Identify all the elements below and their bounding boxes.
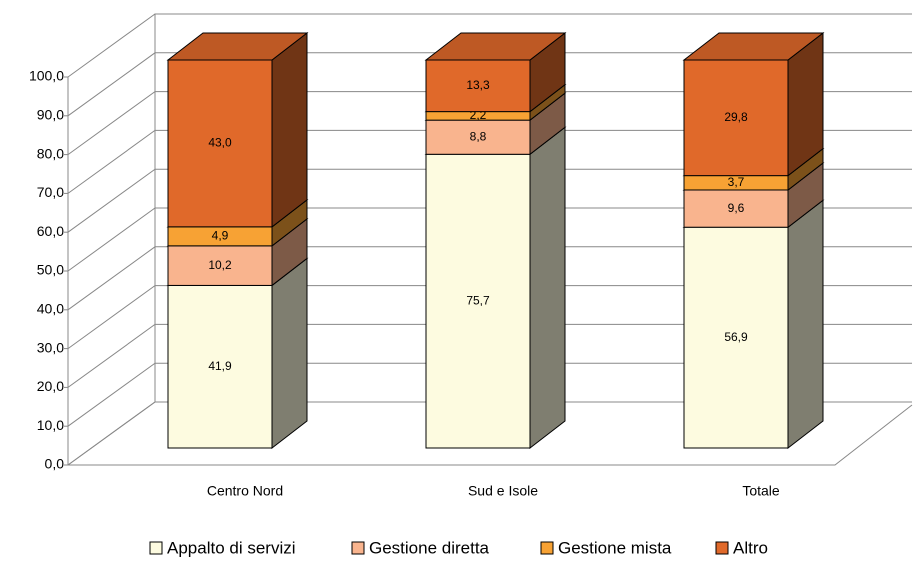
legend-label: Gestione diretta: [369, 538, 490, 557]
legend-label: Appalto di servizi: [167, 538, 296, 557]
data-label: 56,9: [724, 330, 748, 344]
bar: [683, 226, 789, 449]
y-tick-label: 10,0: [37, 417, 64, 433]
legend-label: Altro: [733, 538, 768, 557]
grid-line: [67, 168, 912, 233]
bar-side: [271, 257, 308, 450]
legend-swatch: [540, 541, 554, 555]
y-tick-label: 80,0: [37, 145, 64, 161]
y-tick-label: 90,0: [37, 107, 64, 123]
grid-line: [67, 129, 912, 194]
bar: [683, 59, 789, 177]
grid-line: [67, 323, 912, 388]
y-tick-label: 70,0: [37, 184, 64, 200]
grid-line: [67, 207, 912, 272]
grid-line: [67, 362, 912, 427]
data-label: 13,3: [466, 78, 490, 92]
bar: [167, 245, 273, 286]
grid-line: [67, 52, 912, 117]
data-label: 41,9: [208, 359, 232, 373]
x-tick-label: Centro Nord: [207, 483, 283, 499]
grid-line: [67, 401, 912, 466]
bar: [167, 284, 273, 449]
data-label: 4,9: [212, 229, 229, 243]
grid-line: [67, 285, 912, 350]
data-label: 9,6: [728, 201, 745, 215]
data-label: 29,8: [724, 110, 748, 124]
data-label: 43,0: [208, 136, 232, 150]
grid-line: [67, 91, 912, 156]
y-tick-label: 0,0: [45, 456, 65, 472]
legend-label: Gestione mista: [558, 538, 672, 557]
floor: [68, 404, 913, 466]
bar: [167, 59, 273, 228]
data-label: 10,2: [208, 258, 232, 272]
legend-swatch: [149, 541, 163, 555]
x-tick-label: Totale: [742, 483, 780, 499]
data-label: 75,7: [466, 293, 490, 307]
bar: [425, 153, 531, 449]
bar: [425, 59, 531, 113]
bar-side: [529, 126, 566, 450]
bar-side: [787, 199, 824, 450]
y-tick-label: 40,0: [37, 301, 64, 317]
y-tick-label: 20,0: [37, 378, 64, 394]
y-tick-label: 100,0: [29, 68, 64, 84]
y-tick-label: 60,0: [37, 223, 64, 239]
y-tick-label: 50,0: [37, 262, 64, 278]
bar: [683, 189, 789, 228]
grid-line: [67, 246, 912, 311]
x-tick-label: Sud e Isole: [468, 483, 538, 499]
grid-line: [67, 13, 912, 78]
data-label: 3,7: [728, 175, 745, 189]
legend-swatch: [351, 541, 365, 555]
data-label: 8,8: [470, 129, 487, 143]
y-tick-label: 30,0: [37, 339, 64, 355]
bar-side: [271, 31, 308, 228]
legend-swatch: [715, 541, 729, 555]
